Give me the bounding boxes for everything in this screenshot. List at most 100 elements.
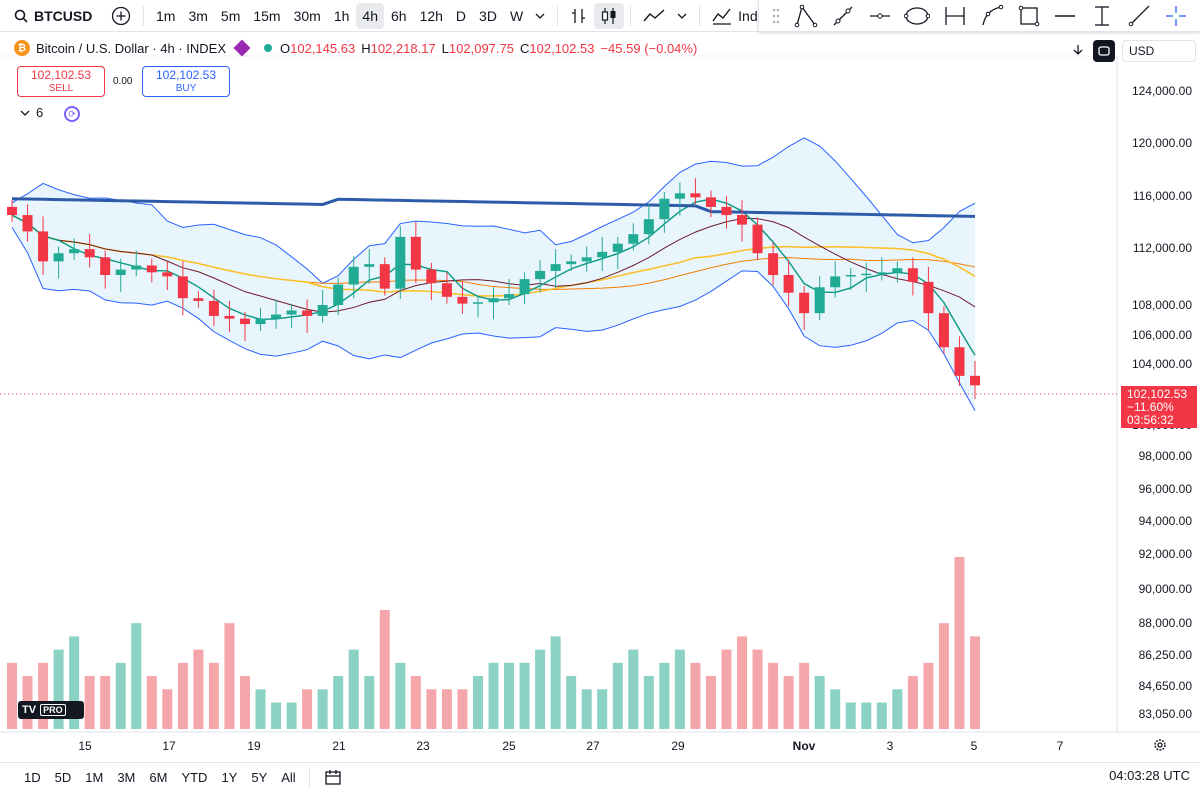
settings-gear-icon[interactable]	[1153, 738, 1167, 752]
timeframe-12h[interactable]: 12h	[419, 7, 443, 24]
candle	[954, 347, 965, 376]
tradingview-logo: TV PRO	[18, 701, 84, 719]
timeframe-dropdown[interactable]	[529, 3, 551, 29]
volume-bar	[938, 623, 949, 729]
calendar-range-icon[interactable]	[324, 769, 342, 787]
bollinger-upper	[11, 137, 976, 284]
compare-add-button[interactable]	[105, 3, 137, 29]
candle	[457, 296, 468, 304]
candle	[938, 313, 949, 348]
vertical-measure-icon[interactable]	[1090, 4, 1114, 28]
rectangle-icon[interactable]	[1017, 4, 1041, 28]
volume-bar	[224, 623, 235, 729]
range-1d[interactable]: 1D	[24, 770, 41, 785]
range-5d[interactable]: 5D	[54, 770, 72, 785]
candle	[317, 305, 328, 316]
volume-bar	[69, 636, 80, 729]
candle	[752, 224, 763, 254]
drawing-toolbar	[758, 0, 1200, 32]
volume-bar	[208, 662, 219, 729]
sell-button[interactable]: 102,102.53 SELL	[17, 66, 105, 97]
range-1y[interactable]: 1Y	[221, 770, 238, 785]
line-chart-type-button[interactable]	[637, 3, 671, 29]
volume-bar	[395, 662, 406, 729]
symbol-search[interactable]: BTCUSD	[0, 8, 105, 24]
price-tick: 98,000.00	[1138, 449, 1192, 463]
range-ytd[interactable]: YTD	[181, 770, 208, 785]
buy-button[interactable]: 102,102.53 BUY	[142, 66, 230, 97]
utc-clock[interactable]: 04:03:28 UTC	[1109, 768, 1190, 783]
auto-scale-button[interactable]	[1093, 40, 1115, 62]
grip-icon[interactable]	[771, 6, 781, 26]
volume-bar	[177, 662, 188, 729]
refresh-icon[interactable]: ⟳	[64, 106, 80, 122]
candle	[100, 257, 111, 276]
time-tick: 27	[586, 739, 600, 753]
candle	[22, 215, 33, 232]
horizontal-ray-icon[interactable]	[868, 4, 892, 28]
candle	[581, 257, 592, 262]
candle	[395, 236, 406, 289]
low-value: 102,097.75	[448, 40, 514, 56]
bollinger-band-fill	[12, 137, 975, 411]
chevron-down-icon	[20, 110, 30, 116]
range-6m[interactable]: 6M	[149, 770, 168, 785]
date-range-icon[interactable]	[943, 4, 967, 28]
volume-bar	[799, 662, 810, 729]
bitcoin-icon: ₿	[14, 40, 30, 56]
trend-line-icon[interactable]	[831, 4, 855, 28]
series-title: Bitcoin / U.S. Dollar · 4h · INDEX	[36, 40, 226, 56]
candle	[38, 231, 49, 262]
bar-chart-type-button[interactable]	[564, 3, 594, 29]
volume-bar	[333, 676, 344, 729]
volume-bar	[737, 636, 748, 729]
timeframe-4h[interactable]: 4h	[356, 2, 384, 29]
volume-bar	[472, 676, 483, 729]
volume-bar	[504, 662, 515, 729]
currency-label: USD	[1129, 44, 1155, 58]
range-1m[interactable]: 1M	[85, 770, 104, 785]
price-tick: 83,050.00	[1138, 707, 1192, 721]
sell-label: SELL	[48, 82, 74, 94]
timeframe-1m[interactable]: 1m	[156, 7, 176, 24]
candle	[705, 197, 716, 207]
ray-icon[interactable]	[1127, 4, 1151, 28]
volume-bar	[659, 662, 670, 729]
candle	[115, 269, 126, 276]
timeframe-W[interactable]: W	[509, 7, 524, 24]
timeframe-15m[interactable]: 15m	[253, 7, 281, 24]
line-chart-icon	[643, 8, 665, 21]
range-all[interactable]: All	[281, 770, 296, 785]
currency-select[interactable]: USD	[1122, 40, 1196, 62]
ellipse-icon[interactable]	[904, 4, 931, 28]
crosshair-icon[interactable]	[1164, 4, 1188, 28]
candle	[830, 276, 841, 288]
candle	[628, 234, 639, 244]
indicators-collapse-toggle[interactable]: 6	[20, 105, 43, 120]
volume-bar	[84, 676, 95, 729]
timeframe-3D[interactable]: 3D	[479, 7, 497, 24]
time-tick: 23	[416, 739, 430, 753]
volume-bar	[892, 689, 903, 729]
timeframe-5m[interactable]: 5m	[220, 7, 241, 24]
timeframe-3m[interactable]: 3m	[188, 7, 208, 24]
range-3m[interactable]: 3M	[117, 770, 136, 785]
volume-bar	[7, 662, 17, 729]
candles-chart-type-button[interactable]	[594, 2, 625, 29]
range-5y[interactable]: 5Y	[251, 770, 268, 785]
curve-icon[interactable]	[980, 4, 1004, 28]
timeframe-30m[interactable]: 30m	[293, 7, 321, 24]
chart-type-dropdown[interactable]	[671, 3, 693, 29]
candle	[379, 264, 390, 289]
volume-bar	[643, 676, 654, 729]
horizontal-line-icon[interactable]	[1053, 4, 1077, 28]
scale-down-arrow-button[interactable]	[1068, 40, 1088, 60]
bars-icon	[572, 8, 586, 23]
volume-bar	[100, 676, 111, 729]
timeframe-1h[interactable]: 1h	[333, 7, 350, 24]
timeframe-D[interactable]: D	[455, 7, 467, 24]
open-value: 102,145.63	[290, 40, 356, 56]
triangle-pattern-icon[interactable]	[794, 4, 818, 28]
timeframe-6h[interactable]: 6h	[390, 7, 407, 24]
